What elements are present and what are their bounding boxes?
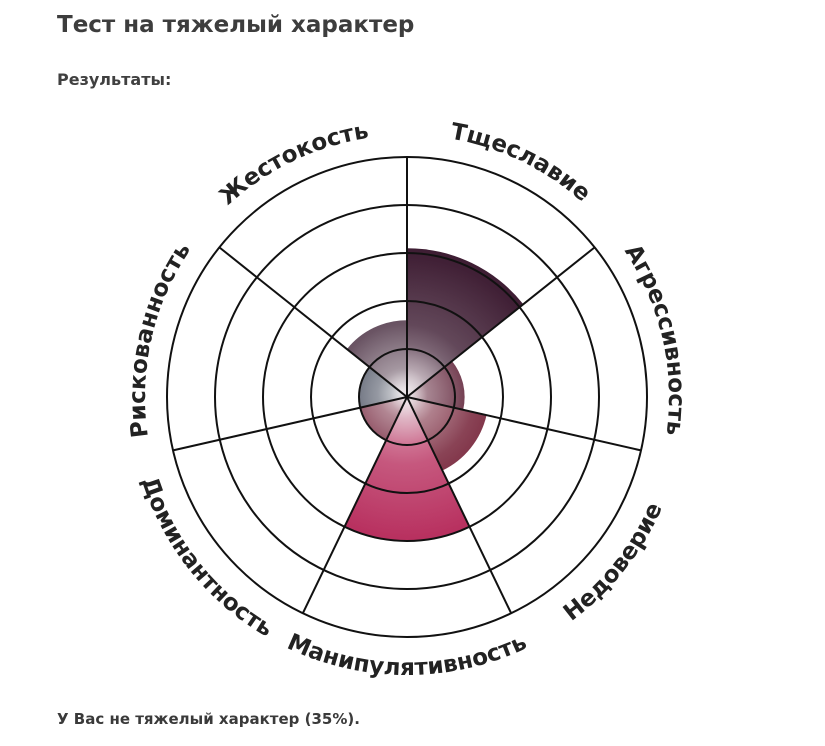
results-heading: Результаты: — [57, 70, 172, 89]
sector-gloss-cat-2 — [407, 397, 487, 471]
grid-spoke-3 — [406, 396, 642, 452]
grid-spoke-2 — [406, 246, 596, 398]
grid-spoke-7 — [218, 246, 408, 398]
grid-layer — [166, 156, 648, 638]
sector-gloss-cat-3 — [344, 397, 470, 541]
grid-spoke-5 — [301, 396, 408, 614]
sector-gloss-cat-0 — [407, 248, 524, 397]
sectors-layer — [344, 248, 524, 541]
axis-label-cat-0: Тщеславие — [449, 119, 596, 207]
grid-spoke-4 — [406, 396, 513, 614]
axis-label-cat-5: Рискованность — [125, 238, 196, 439]
axis-label-cat-1: Агрессивность — [619, 240, 689, 437]
sector-gloss-cat-1 — [407, 361, 465, 410]
result-summary: У Вас не тяжелый характер (35%). — [57, 710, 360, 728]
axis-label-cat-4: Доминантность — [136, 474, 277, 643]
grid-spoke-6 — [172, 396, 408, 452]
page-title: Тест на тяжелый характер — [57, 12, 415, 38]
sector-gloss-cat-5 — [359, 367, 407, 408]
